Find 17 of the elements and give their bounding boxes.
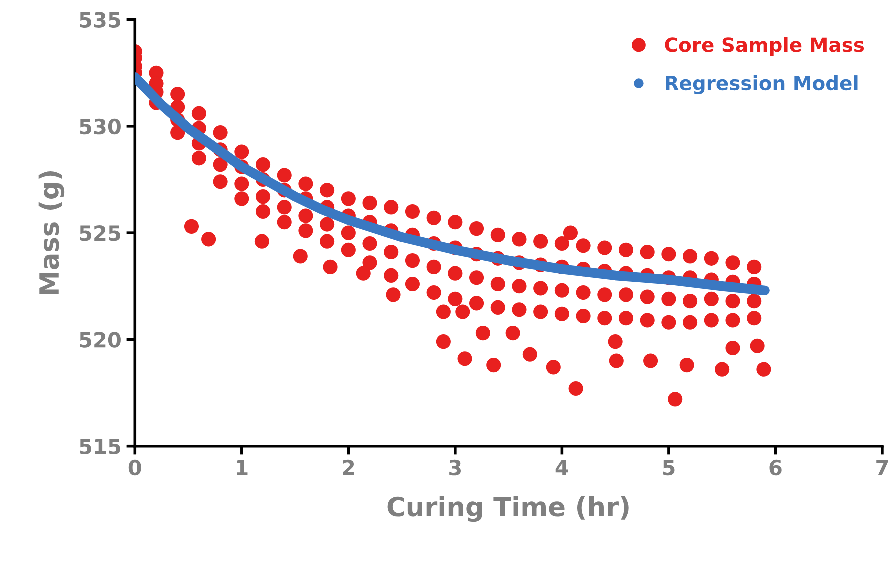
y-axis-title: Mass (g)	[38, 171, 65, 294]
x-tick-label: 1	[237, 460, 248, 476]
y-tick-label: 515	[80, 439, 120, 455]
x-tick-label: 4	[556, 460, 568, 476]
x-tick-label: 3	[450, 460, 462, 476]
x-tick-label: 2	[343, 460, 354, 476]
y-tick-label: 525	[80, 226, 120, 242]
legend-label: Regression Model	[666, 76, 858, 95]
y-tick-label: 535	[80, 12, 120, 28]
x-tick-label: 7	[876, 460, 888, 476]
x-tick-label: 6	[770, 460, 782, 476]
x-tick-label: 0	[128, 460, 142, 476]
y-tick-label: 530	[80, 118, 121, 135]
x-tick-label: 5	[663, 460, 675, 476]
legend-label: Core Sample Mass	[665, 37, 864, 56]
y-tick-label: 520	[80, 332, 121, 348]
x-axis-title: Curing Time (hr)	[388, 496, 629, 522]
